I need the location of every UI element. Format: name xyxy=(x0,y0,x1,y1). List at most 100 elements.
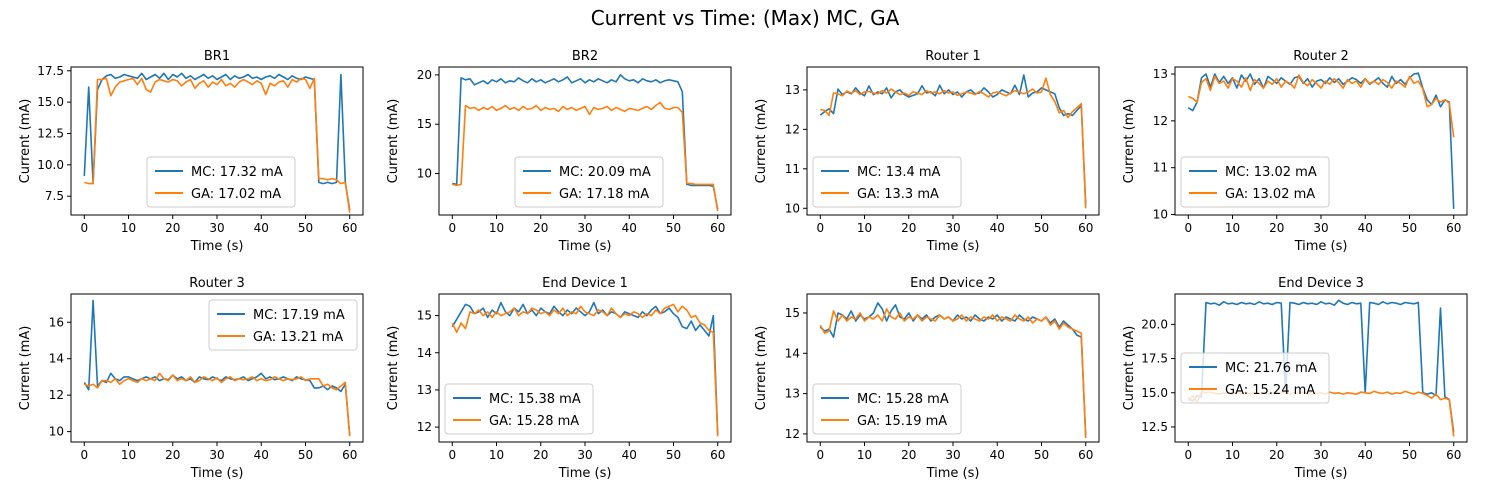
x-tick-label: 10 xyxy=(121,221,136,235)
y-axis-label: Current (mA) xyxy=(18,326,33,411)
series-line-mc xyxy=(819,74,1087,205)
x-tick-label: 0 xyxy=(1184,448,1192,462)
x-tick-label: 0 xyxy=(80,221,88,235)
x-tick-label: 40 xyxy=(254,448,269,462)
legend: MC: 15.38 mA GA: 15.28 mA xyxy=(444,383,594,435)
x-tick-label: 60 xyxy=(342,221,357,235)
x-tick-label: 30 xyxy=(1313,221,1328,235)
y-tick-label: 14 xyxy=(49,352,64,366)
subplot: Router 2 0 10 20 30 40 50 60 10 11 12 13 Time (s) Cur… xyxy=(1122,49,1468,254)
legend-box xyxy=(812,156,962,208)
x-tick-label: 50 xyxy=(1402,221,1417,235)
x-tick-label: 10 xyxy=(489,448,504,462)
legend-label-ga: GA: 17.02 mA xyxy=(191,187,281,202)
subplot-title: End Device 1 xyxy=(542,276,628,291)
y-tick-label: 11 xyxy=(785,162,800,176)
y-axis-label: Current (mA) xyxy=(386,99,401,184)
y-axis-label: Current (mA) xyxy=(754,99,769,184)
legend-label-mc: MC: 15.38 mA xyxy=(489,392,581,407)
x-tick-label: 0 xyxy=(816,448,824,462)
subplot-title: BR2 xyxy=(572,49,598,64)
subplot: End Device 2 0 10 20 30 40 50 60 12 13 14 15 Time (s… xyxy=(754,276,1100,481)
x-tick-label: 40 xyxy=(990,448,1005,462)
x-tick-label: 50 xyxy=(666,221,681,235)
legend-box xyxy=(444,383,594,435)
x-tick-label: 60 xyxy=(1446,448,1461,462)
x-axis-label: Time (s) xyxy=(558,239,612,254)
x-tick-label: 20 xyxy=(165,221,180,235)
x-tick-label: 20 xyxy=(533,448,548,462)
y-tick-label: 14 xyxy=(785,346,800,360)
legend-box xyxy=(146,156,296,208)
y-tick-label: 7.5 xyxy=(45,189,64,203)
x-tick-label: 30 xyxy=(577,221,592,235)
x-tick-label: 10 xyxy=(489,221,504,235)
x-tick-label: 10 xyxy=(121,448,136,462)
x-tick-label: 30 xyxy=(209,221,224,235)
y-tick-label: 16 xyxy=(49,315,64,329)
y-axis-label: Current (mA) xyxy=(18,99,33,184)
series-line-ga xyxy=(819,308,1087,439)
x-tick-label: 40 xyxy=(254,221,269,235)
x-tick-label: 0 xyxy=(1184,221,1192,235)
legend-label-mc: MC: 13.4 mA xyxy=(857,165,941,180)
x-tick-label: 30 xyxy=(1313,448,1328,462)
y-tick-label: 17.5 xyxy=(37,64,64,78)
series-line-ga xyxy=(84,77,351,213)
legend-label-mc: MC: 17.32 mA xyxy=(191,165,283,180)
legend: MC: 17.32 mA GA: 17.02 mA xyxy=(146,156,296,208)
y-tick-label: 11 xyxy=(1153,161,1168,175)
x-tick-label: 20 xyxy=(165,448,180,462)
legend-label-ga: GA: 15.19 mA xyxy=(857,414,947,429)
y-tick-label: 10 xyxy=(1153,208,1168,222)
legend-label-ga: GA: 17.18 mA xyxy=(559,187,649,202)
subplot-grid: BR1 0 10 20 30 40 50 60 7.5 10.0 12.5 15.0 17.5 Time … xyxy=(18,49,1468,481)
x-tick-label: 60 xyxy=(710,448,725,462)
legend-label-mc: MC: 20.09 mA xyxy=(559,165,651,180)
x-tick-label: 40 xyxy=(622,221,637,235)
y-tick-label: 12.5 xyxy=(37,126,64,140)
series-line-ga xyxy=(820,77,1087,209)
legend: MC: 20.09 mA GA: 17.18 mA xyxy=(514,156,664,208)
x-tick-label: 40 xyxy=(622,448,637,462)
legend-label-mc: MC: 15.28 mA xyxy=(857,392,949,407)
y-tick-label: 12 xyxy=(1153,114,1168,128)
subplot: End Device 1 0 10 20 30 40 50 60 12 13 14 15 Time (s… xyxy=(386,276,732,481)
legend-label-ga: GA: 13.21 mA xyxy=(253,330,343,345)
x-axis-label: Time (s) xyxy=(926,239,980,254)
y-axis-label: Current (mA) xyxy=(754,326,769,411)
x-tick-label: 30 xyxy=(577,448,592,462)
x-tick-label: 0 xyxy=(816,221,824,235)
x-tick-label: 40 xyxy=(1358,221,1373,235)
subplot: BR1 0 10 20 30 40 50 60 7.5 10.0 12.5 15.0 17.5 Time … xyxy=(18,49,364,254)
y-axis-label: Current (mA) xyxy=(386,326,401,411)
x-tick-label: 10 xyxy=(857,448,872,462)
series-line-ga xyxy=(452,101,719,212)
legend: MC: 13.02 mA GA: 13.02 mA xyxy=(1180,156,1330,208)
subplot-title: Router 3 xyxy=(189,276,245,291)
x-axis-label: Time (s) xyxy=(558,466,612,481)
y-tick-label: 10 xyxy=(417,167,432,181)
y-tick-label: 13 xyxy=(785,83,800,97)
legend-label-ga: GA: 13.02 mA xyxy=(1225,187,1315,202)
x-axis-label: Time (s) xyxy=(190,239,244,254)
x-tick-label: 30 xyxy=(209,448,224,462)
x-tick-label: 60 xyxy=(1078,448,1093,462)
legend-box xyxy=(1180,352,1330,404)
x-axis-label: Time (s) xyxy=(1294,466,1348,481)
y-axis-label: Current (mA) xyxy=(1122,99,1137,184)
figure-title: Current vs Time: (Max) MC, GA xyxy=(591,6,900,30)
x-tick-label: 0 xyxy=(448,448,456,462)
y-tick-label: 12 xyxy=(49,388,64,402)
legend-box xyxy=(1180,156,1330,208)
subplot-title: End Device 3 xyxy=(1278,276,1364,291)
legend: MC: 13.4 mA GA: 13.3 mA xyxy=(812,156,962,208)
x-axis-label: Time (s) xyxy=(1294,239,1348,254)
x-tick-label: 20 xyxy=(1269,221,1284,235)
series-line-mc xyxy=(1187,299,1455,433)
y-tick-label: 15 xyxy=(417,309,432,323)
subplot-title: Router 1 xyxy=(925,49,981,64)
series-line-ga xyxy=(1187,74,1455,138)
legend-label-mc: MC: 17.19 mA xyxy=(253,308,345,323)
x-axis-label: Time (s) xyxy=(190,466,244,481)
